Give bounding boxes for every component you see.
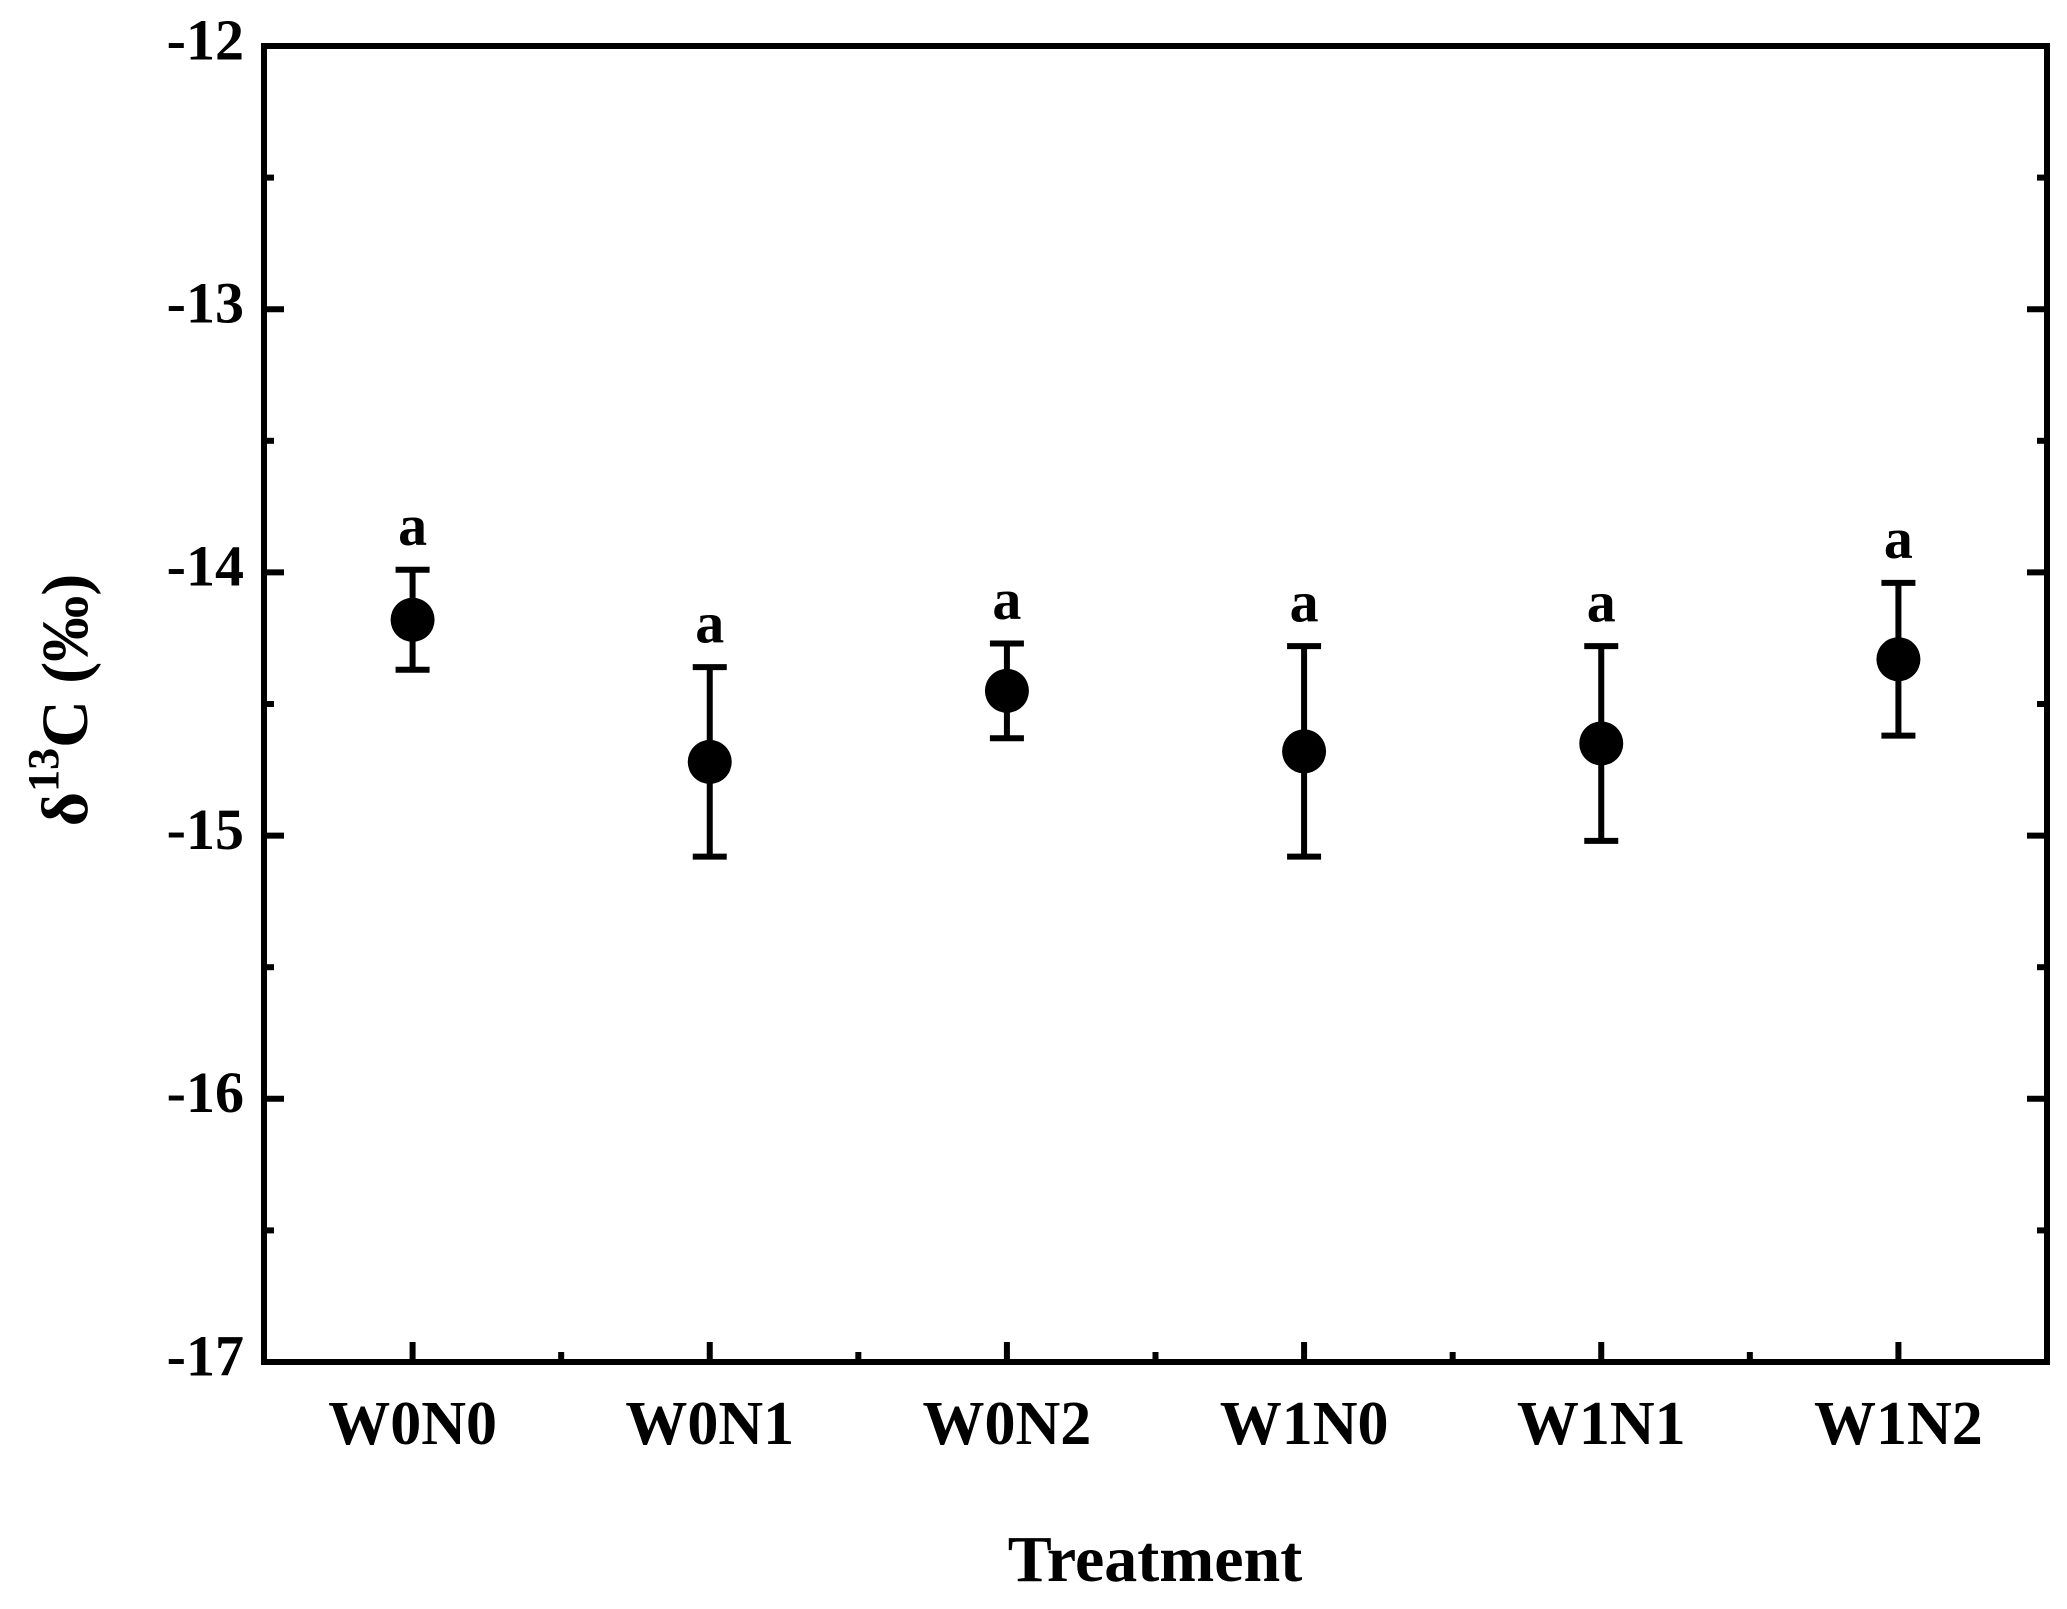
x-tick-label: W0N2 — [923, 1390, 1092, 1458]
y-tick-label: -12 — [167, 7, 244, 72]
x-tick-label: W1N0 — [1220, 1390, 1389, 1458]
y-tick-label: -15 — [167, 797, 244, 862]
y-tick-label: -13 — [167, 271, 244, 336]
significance-letter: a — [1884, 506, 1913, 571]
y-tick-label: -14 — [167, 534, 244, 599]
significance-letter: a — [1290, 569, 1319, 634]
y-axis-title-symbol: δ — [29, 792, 102, 826]
point — [687, 739, 732, 784]
x-tick-label: W0N1 — [625, 1390, 794, 1458]
significance-letter: a — [992, 567, 1021, 632]
y-tick-label: -17 — [167, 1323, 244, 1388]
point — [984, 668, 1029, 713]
y-axis-title-superscript: 13 — [19, 748, 68, 792]
y-tick-label: -16 — [167, 1060, 244, 1125]
point — [390, 597, 435, 642]
point — [1579, 721, 1624, 766]
y-axis-title-rest: C (‰) — [29, 574, 102, 748]
x-tick-label: W1N1 — [1517, 1390, 1686, 1458]
x-tick-label: W0N0 — [328, 1390, 497, 1458]
significance-letter: a — [695, 590, 724, 655]
y-axis-title: δ13C (‰) — [19, 574, 102, 826]
significance-letter: a — [398, 493, 427, 558]
x-tick-label: W1N2 — [1814, 1390, 1983, 1458]
plot-frame — [261, 43, 2050, 1365]
point — [1876, 637, 1921, 682]
x-axis-title: Treatment — [1008, 1523, 1302, 1596]
point — [1282, 729, 1327, 774]
significance-letter: a — [1587, 569, 1616, 634]
